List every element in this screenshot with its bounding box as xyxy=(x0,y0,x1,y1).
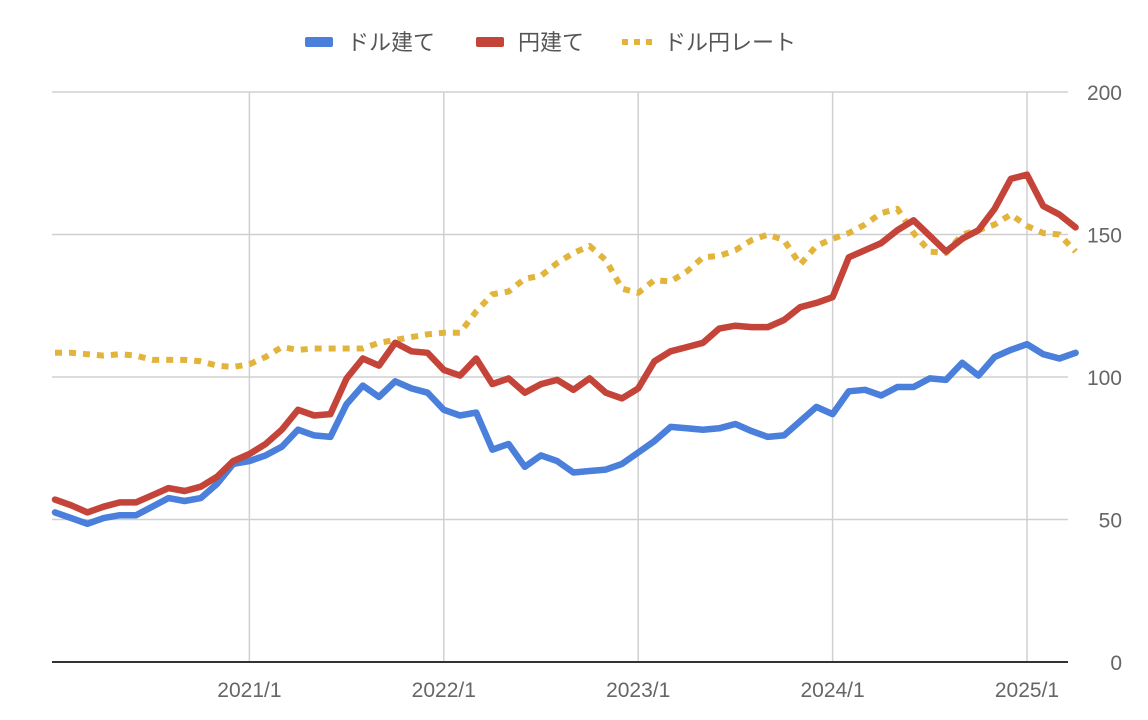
x-tick-label-2022-1: 2022/1 xyxy=(412,679,476,702)
legend-label-1: 円建て xyxy=(518,31,584,56)
legend-swatch-0 xyxy=(305,37,333,47)
x-tick-label-2023-1: 2023/1 xyxy=(606,679,670,702)
y-tick-label-100: 100 xyxy=(1087,367,1122,390)
legend-label-2: ドル円レート xyxy=(664,31,796,56)
legend-label-0: ドル建て xyxy=(347,31,435,56)
y-tick-label-200: 200 xyxy=(1087,82,1122,105)
y-tick-label-150: 150 xyxy=(1087,225,1122,248)
series-line-0 xyxy=(51,340,1079,528)
x-tick-label-2021-1: 2021/1 xyxy=(217,679,281,702)
y-tick-label-0: 0 xyxy=(1110,652,1122,675)
x-tick-label-2024-1: 2024/1 xyxy=(800,679,864,702)
x-tick-label-2025-1: 2025/1 xyxy=(995,679,1059,702)
y-tick-label-50: 50 xyxy=(1099,510,1122,533)
legend-swatch-1 xyxy=(476,37,504,47)
series-line-1 xyxy=(51,171,1079,516)
series-line-2 xyxy=(55,205,1078,370)
